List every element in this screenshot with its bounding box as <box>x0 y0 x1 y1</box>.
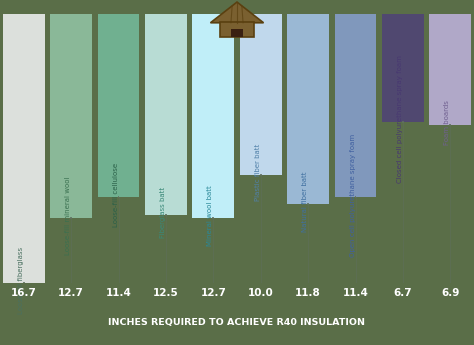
Text: 12.7: 12.7 <box>58 288 84 298</box>
Polygon shape <box>210 2 264 23</box>
Bar <box>231 29 243 37</box>
Bar <box>382 14 424 122</box>
Text: INCHES REQUIRED TO ACHIEVE R40 INSULATION: INCHES REQUIRED TO ACHIEVE R40 INSULATIO… <box>109 318 365 327</box>
Text: 16.7: 16.7 <box>11 288 36 298</box>
Text: 12.7: 12.7 <box>201 288 226 298</box>
Text: Plastic fiber batt: Plastic fiber batt <box>255 144 261 201</box>
Bar <box>287 14 329 204</box>
Text: Loose-fill fiberglass: Loose-fill fiberglass <box>18 247 24 314</box>
Bar <box>220 21 254 37</box>
Text: Foam boards: Foam boards <box>444 100 450 145</box>
Bar <box>335 14 376 197</box>
Bar <box>50 14 92 218</box>
Text: 11.8: 11.8 <box>295 288 321 298</box>
Text: 11.4: 11.4 <box>106 288 131 298</box>
Bar <box>429 14 471 125</box>
Text: Loose-fill cellulose: Loose-fill cellulose <box>112 163 118 227</box>
Bar <box>3 14 45 283</box>
Text: Loose-fill mineral wool: Loose-fill mineral wool <box>65 177 71 255</box>
Text: Natural fiber batt: Natural fiber batt <box>302 171 308 232</box>
Bar <box>192 14 234 218</box>
Text: 10.0: 10.0 <box>248 288 273 298</box>
Text: Closed cell polyurethane spray foam: Closed cell polyurethane spray foam <box>397 56 403 183</box>
Bar <box>240 14 282 175</box>
Bar <box>145 14 187 215</box>
Text: 6.7: 6.7 <box>393 288 412 298</box>
Text: 11.4: 11.4 <box>343 288 368 298</box>
Text: Mineral wool batt: Mineral wool batt <box>207 186 213 246</box>
Bar <box>98 14 139 197</box>
Text: 12.5: 12.5 <box>153 288 179 298</box>
Text: Open cell polyurethane spray foam: Open cell polyurethane spray foam <box>349 134 356 257</box>
Text: Fiberglass batt: Fiberglass batt <box>160 187 166 238</box>
Text: 6.9: 6.9 <box>441 288 459 298</box>
